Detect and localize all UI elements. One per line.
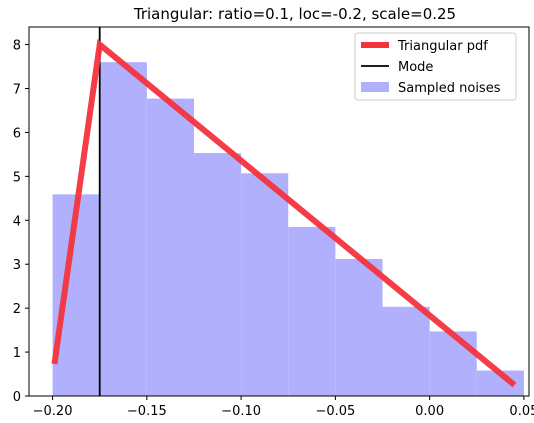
legend-mode-label: Mode [398, 60, 433, 75]
histogram-bar-6 [335, 258, 383, 396]
y-tick-label-5: 5 [13, 170, 21, 185]
y-tick-label-3: 3 [13, 258, 21, 273]
legend-sampled-noises-swatch [361, 82, 389, 92]
x-tick-label-4: 0.00 [415, 404, 444, 419]
legend-box [354, 32, 517, 101]
x-tick-label-5: 0.05 [509, 404, 534, 419]
legend-sampled-noises-label: Sampled noises [398, 81, 501, 96]
y-tick-label-7: 7 [13, 83, 21, 98]
histogram-bar-5 [288, 226, 336, 396]
axes: −0.20 −0.15 −0.10 −0.05 0.00 0.05 0 1 2 3 4 5 6 7 8 [13, 26, 534, 419]
histogram-bar-4 [241, 173, 289, 396]
histogram-bar-1 [99, 62, 147, 397]
y-tick-label-6: 6 [13, 126, 21, 141]
chart-title: Triangular: ratio=0.1, loc=-0.2, scale=0… [133, 5, 456, 23]
y-tick-label-0: 0 [13, 390, 21, 405]
histogram-bar-2 [146, 98, 194, 396]
histogram-bar-8 [429, 331, 477, 396]
y-tick-label-8: 8 [13, 39, 21, 54]
y-tick-label-1: 1 [13, 346, 21, 361]
histogram-bar-7 [382, 306, 430, 396]
x-tick-label-1: −0.15 [127, 404, 167, 419]
y-tick-label-4: 4 [13, 214, 21, 229]
x-tick-label-0: −0.20 [33, 404, 73, 419]
axes-frame [28, 26, 530, 397]
x-tick-label-3: −0.05 [315, 404, 355, 419]
legend-triangular-pdf-label: Triangular pdf [397, 39, 488, 54]
x-tick-label-2: −0.10 [221, 404, 261, 419]
histogram-bar-3 [193, 153, 242, 396]
legend: Triangular pdf Mode Sampled noises [354, 32, 517, 101]
triangular-pdf-line [51, 38, 517, 388]
y-tick-label-2: 2 [13, 302, 21, 317]
plot-area [51, 27, 524, 397]
